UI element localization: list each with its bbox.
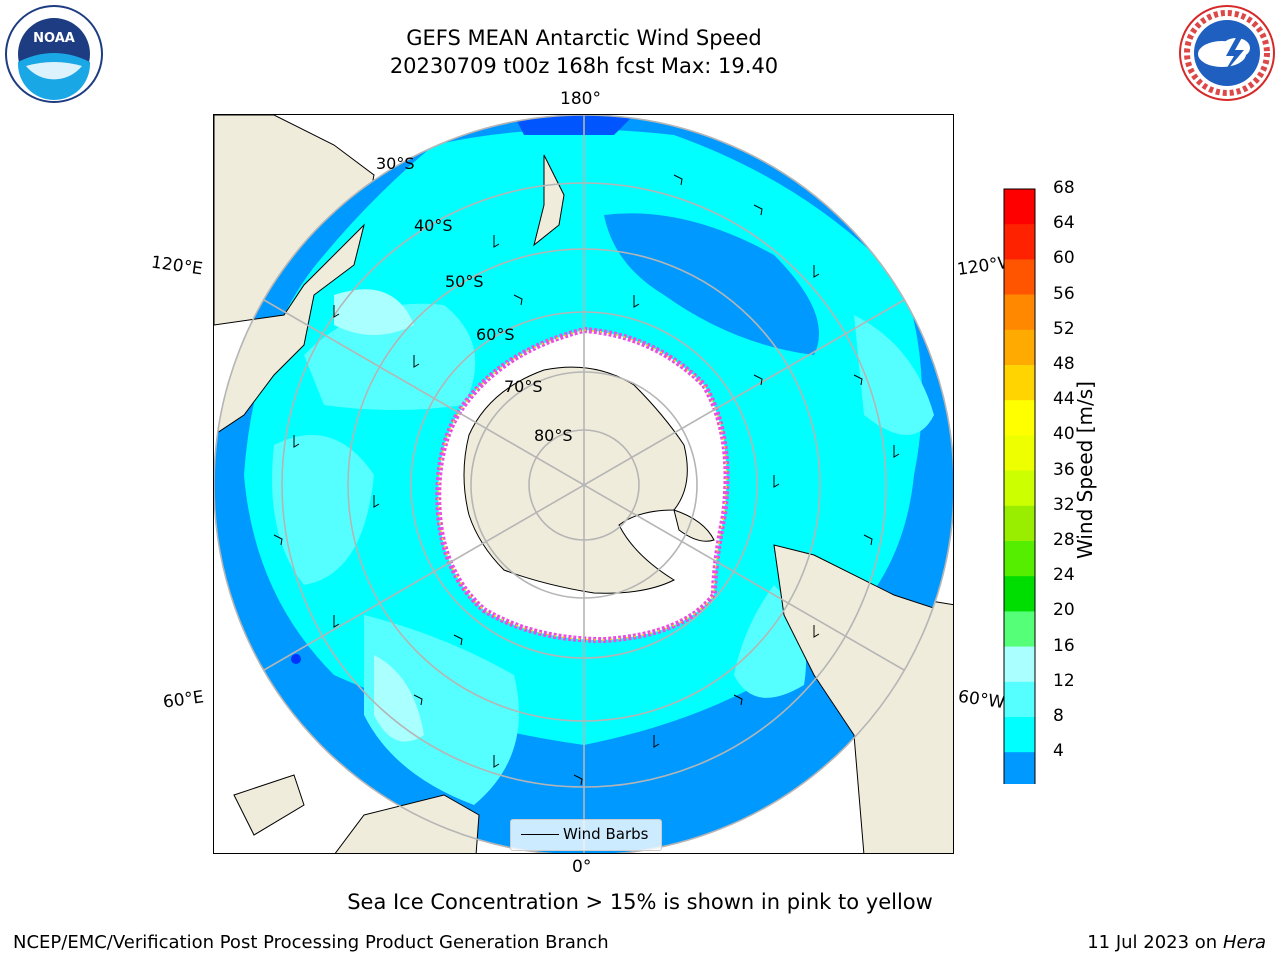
colorbar-tick-label: 56 (1053, 283, 1075, 304)
noaa-logo: NOAA (5, 5, 103, 103)
colorbar-tick-label: 36 (1053, 459, 1075, 480)
wind-barb-swatch (521, 834, 559, 835)
colorbar-tick-label: 48 (1053, 354, 1075, 374)
colorbar-tick-label: 24 (1053, 565, 1075, 586)
lon-label-0: 0° (572, 857, 592, 877)
colorbar-tick-label: 52 (1053, 318, 1075, 339)
colorbar-segment (1004, 470, 1035, 507)
colorbar-tick-label: 12 (1053, 670, 1075, 691)
colorbar-segment (1004, 329, 1035, 366)
lat-label-30s: 30°S (376, 154, 415, 173)
colorbar-tick-label: 60 (1053, 248, 1075, 269)
colorbar-segment (1004, 541, 1035, 577)
lat-label-70s: 70°S (504, 377, 543, 396)
nws-logo (1179, 5, 1275, 101)
sea-ice-note: Sea Ice Concentration > 15% is shown in … (347, 890, 933, 914)
colorbar-segment (1004, 189, 1035, 225)
footer-credit: NCEP/EMC/Verification Post Processing Pr… (13, 932, 609, 953)
lon-label-120e: 120°E (149, 252, 204, 280)
legend-label: Wind Barbs (563, 825, 649, 843)
colorbar-tick-label: 16 (1053, 635, 1075, 656)
colorbar-segment (1004, 646, 1035, 683)
lon-label-60e: 60°E (161, 687, 206, 713)
colorbar-segment (1004, 752, 1035, 784)
colorbar-segment (1004, 611, 1035, 647)
chart-title: GEFS MEAN Antarctic Wind Speed (406, 26, 762, 50)
colorbar-segment (1004, 365, 1035, 401)
lon-label-60w: 60°W (956, 686, 1007, 714)
footer-date: 11 Jul 2023 on Hera (1087, 932, 1266, 953)
colorbar-tick-label: 64 (1053, 213, 1075, 234)
lat-label-40s: 40°S (414, 216, 453, 235)
colorbar-tick-label: 44 (1053, 389, 1075, 410)
colorbar-tick-label: 40 (1053, 424, 1075, 445)
colorbar (1003, 188, 1036, 784)
colorbar-segment (1004, 435, 1035, 471)
svg-text:NOAA: NOAA (33, 31, 75, 46)
colorbar-tick-label: 32 (1053, 494, 1075, 515)
colorbar-tick-label: 20 (1053, 600, 1075, 621)
colorbar-segment (1004, 576, 1035, 612)
colorbar-tick-label: 68 (1053, 178, 1075, 198)
lat-label-60s: 60°S (476, 325, 515, 344)
colorbar-segment (1004, 400, 1035, 436)
lon-label-180: 180° (560, 89, 601, 109)
lat-label-50s: 50°S (445, 272, 484, 291)
colorbar-segment (1004, 294, 1035, 331)
chart-subtitle: 20230709 t00z 168h fcst Max: 19.40 (389, 54, 779, 78)
colorbar-segment (1004, 224, 1035, 260)
colorbar-segment (1004, 717, 1035, 753)
colorbar-tick-label: 4 (1053, 741, 1064, 762)
colorbar-tick-label: 8 (1053, 706, 1064, 726)
colorbar-tick-label: 28 (1053, 530, 1075, 550)
footer-machine: Hera (1222, 932, 1266, 953)
polar-map: 30°S 40°S 50°S 60°S 70°S 80°S Wind Barbs (213, 114, 954, 854)
colorbar-segment (1004, 681, 1035, 718)
lat-label-80s: 80°S (534, 426, 573, 445)
wind-barbs-legend: Wind Barbs (510, 819, 662, 851)
colorbar-segment (1004, 505, 1035, 542)
footer-date-text: 11 Jul 2023 on (1087, 932, 1223, 953)
colorbar-segment (1004, 259, 1035, 295)
colorbar-label: Wind Speed [m/s] (1073, 381, 1097, 559)
